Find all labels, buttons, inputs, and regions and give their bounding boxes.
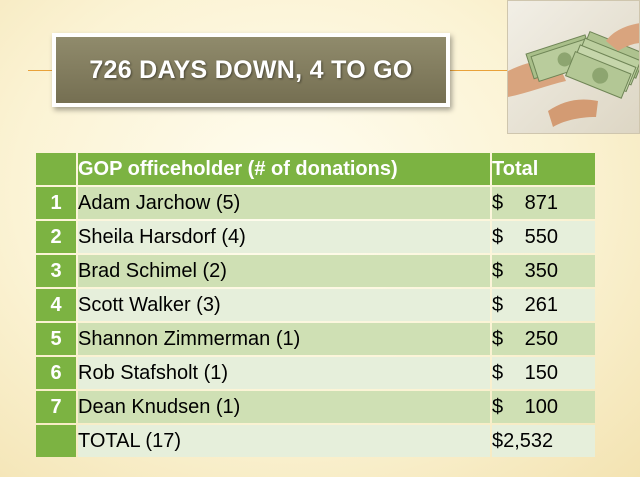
table-row: 7 Dean Knudsen (1) $100 [36, 391, 595, 423]
total-label: TOTAL (17) [78, 425, 490, 457]
currency-symbol: $ [492, 191, 504, 214]
officeholder-cell: Adam Jarchow (5) [78, 187, 490, 219]
rank-cell-empty [36, 425, 76, 457]
table-row: 4 Scott Walker (3) $261 [36, 289, 595, 321]
table-row: 5 Shannon Zimmerman (1) $250 [36, 323, 595, 355]
table-header-row: GOP officeholder (# of donations) Total [36, 153, 595, 185]
officeholder-cell: Dean Knudsen (1) [78, 391, 490, 423]
table-row: 1 Adam Jarchow (5) $871 [36, 187, 595, 219]
total-row: TOTAL (17) $2,532 [36, 425, 595, 457]
rank-cell: 2 [36, 221, 76, 253]
slide-title-box: 726 DAYS DOWN, 4 TO GO [52, 33, 450, 107]
officeholder-cell: Brad Schimel (2) [78, 255, 490, 287]
officeholder-cell: Scott Walker (3) [78, 289, 490, 321]
amount-cell: $250 [492, 323, 595, 355]
total-amount: $2,532 [492, 425, 595, 457]
rank-cell: 7 [36, 391, 76, 423]
amount-cell: $150 [492, 357, 595, 389]
table-row: 3 Brad Schimel (2) $350 [36, 255, 595, 287]
rank-cell: 1 [36, 187, 76, 219]
amount-value: 150 [524, 361, 558, 384]
amount-value: 350 [524, 259, 558, 282]
currency-symbol: $ [492, 225, 504, 248]
officeholder-cell: Rob Stafsholt (1) [78, 357, 490, 389]
rank-column-header [36, 153, 76, 185]
amount-value: 550 [524, 225, 558, 248]
officeholder-cell: Sheila Harsdorf (4) [78, 221, 490, 253]
amount-value: 871 [524, 191, 558, 214]
amount-value: 261 [524, 293, 558, 316]
rank-cell: 3 [36, 255, 76, 287]
amount-cell: $261 [492, 289, 595, 321]
officeholder-cell: Shannon Zimmerman (1) [78, 323, 490, 355]
rank-cell: 4 [36, 289, 76, 321]
currency-symbol: $ [492, 395, 504, 418]
officeholder-column-header: GOP officeholder (# of donations) [78, 153, 490, 185]
rank-cell: 5 [36, 323, 76, 355]
amount-cell: $350 [492, 255, 595, 287]
amount-cell: $100 [492, 391, 595, 423]
table-row: 6 Rob Stafsholt (1) $150 [36, 357, 595, 389]
amount-value: 100 [524, 395, 558, 418]
rank-cell: 6 [36, 357, 76, 389]
currency-symbol: $ [492, 259, 504, 282]
money-photo-illustration [508, 23, 639, 127]
amount-cell: $871 [492, 187, 595, 219]
amount-value: 250 [524, 327, 558, 350]
currency-symbol: $ [492, 327, 504, 350]
donations-table: GOP officeholder (# of donations) Total … [34, 151, 597, 459]
slide-title: 726 DAYS DOWN, 4 TO GO [89, 55, 413, 84]
currency-symbol: $ [492, 361, 504, 384]
amount-cell: $550 [492, 221, 595, 253]
total-column-header: Total [492, 153, 595, 185]
table-row: 2 Sheila Harsdorf (4) $550 [36, 221, 595, 253]
currency-symbol: $ [492, 293, 504, 316]
money-handoff-photo [507, 0, 640, 134]
